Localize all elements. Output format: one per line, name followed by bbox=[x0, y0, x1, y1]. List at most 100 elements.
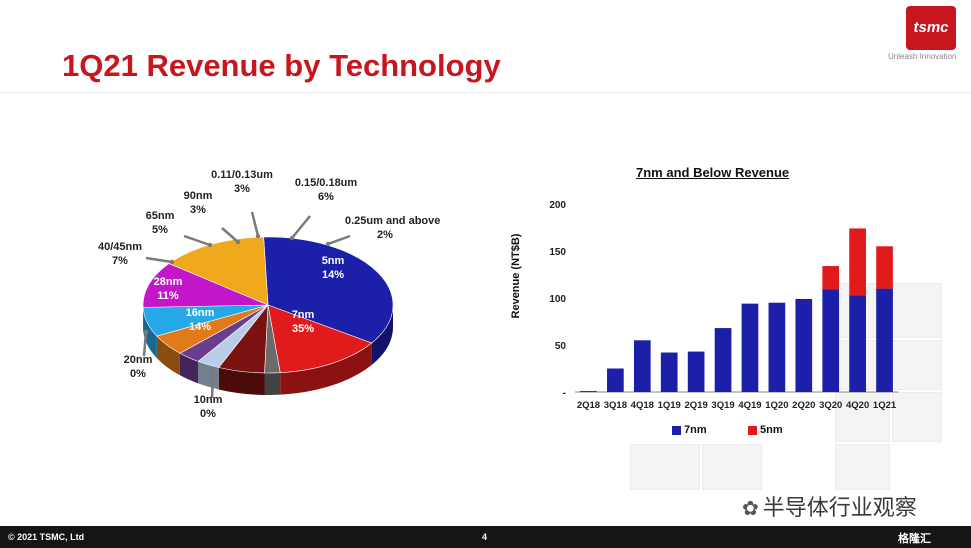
pie-label-value: 2% bbox=[377, 229, 393, 241]
pie-label-0-11-0-13um: 0.11/0.13um 3% bbox=[202, 168, 282, 196]
brand-text: 格隆汇 bbox=[898, 533, 931, 545]
background-square bbox=[892, 392, 942, 442]
title-divider bbox=[0, 92, 971, 93]
pie-label-name: 0.15/0.18um bbox=[294, 177, 358, 189]
pie-label-0-25um-and-above: 0.25um and above 2% bbox=[345, 214, 441, 242]
bar-7nm-3q20 bbox=[822, 289, 840, 392]
pie-slice-28nm bbox=[142, 263, 269, 308]
pie-side-7nm bbox=[371, 305, 393, 366]
pie-label-name: 0.11/0.13um bbox=[211, 169, 273, 181]
bar-5nm-4q20 bbox=[849, 228, 866, 296]
pie-label-name: 20nm bbox=[123, 354, 153, 366]
pie-leader-10nm bbox=[210, 371, 215, 399]
bar-5nm-3q20 bbox=[822, 266, 840, 290]
y-tick-label: - bbox=[563, 388, 566, 399]
pie-side-90nm bbox=[179, 353, 199, 384]
pie-label-name: 5nm bbox=[321, 255, 345, 267]
pie-label-name: 90nm bbox=[183, 190, 213, 202]
pie-slice-5nm bbox=[267, 304, 373, 373]
y-tick-label: 150 bbox=[549, 247, 566, 258]
pie-label-name: 28nm bbox=[153, 276, 183, 288]
pie-label-value: 11% bbox=[157, 290, 179, 302]
pie-leader-0-15-0-18um bbox=[291, 215, 311, 239]
bar-7nm-3q18 bbox=[607, 368, 624, 392]
pie-label-value: 3% bbox=[190, 204, 206, 216]
pie-leader-0-11-0-13um bbox=[250, 211, 260, 237]
legend-swatch-5nm bbox=[748, 426, 757, 435]
bar-7nm-2q20 bbox=[795, 298, 813, 392]
pie-side-5nm bbox=[280, 343, 372, 395]
pie-leader-65nm bbox=[183, 234, 211, 247]
pie-label-20nm: 20nm 0% bbox=[98, 353, 178, 381]
y-tick-label: 100 bbox=[549, 294, 566, 305]
x-tick-label: 4Q19 bbox=[738, 400, 761, 411]
bar-7nm-2q18 bbox=[580, 391, 597, 392]
pie-label-value: 5% bbox=[152, 224, 168, 236]
pie-leader-dot-0-15-0-18um bbox=[289, 235, 295, 241]
pie-label-value: 14% bbox=[321, 269, 345, 281]
pie-label-value: 3% bbox=[234, 183, 250, 195]
pie-label-0-15-0-18um: 0.15/0.18um 6% bbox=[286, 176, 366, 204]
pie-label-28nm: 28nm 11% bbox=[128, 275, 208, 303]
pie-label-65nm: 65nm 5% bbox=[120, 209, 200, 237]
pie-label-40-45nm: 40/45nm 7% bbox=[80, 240, 160, 268]
page-number: 4 bbox=[482, 532, 488, 542]
pie-side-0-25um-and-above bbox=[264, 372, 281, 395]
footer-copyright: © 2021 TSMC, Ltd bbox=[8, 532, 85, 542]
legend-swatch-7nm bbox=[672, 426, 681, 435]
pie-label-value: 0% bbox=[200, 408, 216, 420]
x-tick-label: 2Q20 bbox=[792, 400, 815, 411]
pie-leader-dot-10nm bbox=[210, 369, 216, 375]
pie-leader-0-25um-and-above bbox=[327, 234, 351, 246]
bar-7nm-4q18 bbox=[633, 340, 651, 392]
pie-leader-dot-40-45nm bbox=[169, 259, 175, 265]
logo-text: tsmc bbox=[906, 6, 956, 50]
legend-label-7nm: 7nm bbox=[684, 424, 707, 436]
y-tick-label: 200 bbox=[549, 200, 566, 211]
pie-label-value: 7% bbox=[112, 255, 128, 267]
pie-label-name: 65nm bbox=[145, 210, 175, 222]
x-tick-label: 4Q20 bbox=[846, 400, 869, 411]
watermark-text: 半导体行业观察 bbox=[762, 495, 917, 520]
pie-label-value: 35% bbox=[291, 323, 315, 335]
pie-label-90nm: 90nm 3% bbox=[158, 189, 238, 217]
pie-label-5nm: 5nm 14% bbox=[293, 254, 373, 282]
pie-label-name: 16nm bbox=[185, 307, 215, 319]
pie-leader-dot-90nm bbox=[235, 239, 241, 245]
pie-leader-20nm bbox=[142, 331, 148, 357]
background-square bbox=[835, 392, 890, 442]
background-square bbox=[702, 444, 762, 490]
pie-label-value: 0% bbox=[130, 368, 146, 380]
bar-7nm-1q21 bbox=[876, 288, 893, 392]
wechat-icon: ✿ bbox=[742, 498, 759, 520]
pie-label-7nm: 7nm 35% bbox=[263, 308, 343, 336]
legend-label-5nm: 5nm bbox=[760, 424, 783, 436]
y-tick-label: 50 bbox=[555, 341, 567, 352]
pie-leader-dot-0-11-0-13um bbox=[255, 233, 261, 239]
background-square bbox=[892, 340, 942, 390]
bar-7nm-4q20 bbox=[849, 295, 866, 392]
pie-label-value: 6% bbox=[318, 191, 334, 203]
tagline: Unleash Innovation bbox=[888, 52, 957, 61]
tsmc-logo: tsmc bbox=[894, 6, 968, 50]
pie-leader-dot-20nm bbox=[143, 329, 149, 335]
bar-7nm-1q20 bbox=[768, 302, 786, 392]
x-tick-label: 1Q19 bbox=[658, 400, 681, 411]
x-tick-label: 3Q18 bbox=[604, 400, 627, 411]
pie-label-value: 14% bbox=[188, 321, 212, 333]
footer: © 2021 TSMC, Ltd 4 格隆汇 bbox=[0, 526, 971, 548]
x-tick-label: 3Q19 bbox=[711, 400, 734, 411]
pie-label-name: 10nm bbox=[193, 394, 223, 406]
bar-chart-title: 7nm and Below Revenue bbox=[636, 165, 790, 180]
x-tick-label: 3Q20 bbox=[819, 400, 842, 411]
background-square bbox=[630, 444, 700, 490]
x-tick-label: 4Q18 bbox=[631, 400, 654, 411]
pie-label-name: 0.25um and above bbox=[345, 215, 441, 227]
background-square bbox=[835, 444, 890, 490]
bar-7nm-3q19 bbox=[714, 328, 732, 392]
bar-5nm-1q21 bbox=[876, 246, 893, 289]
slide-title: 1Q21 Revenue by Technology bbox=[62, 48, 501, 83]
bar-7nm-4q19 bbox=[741, 303, 759, 392]
